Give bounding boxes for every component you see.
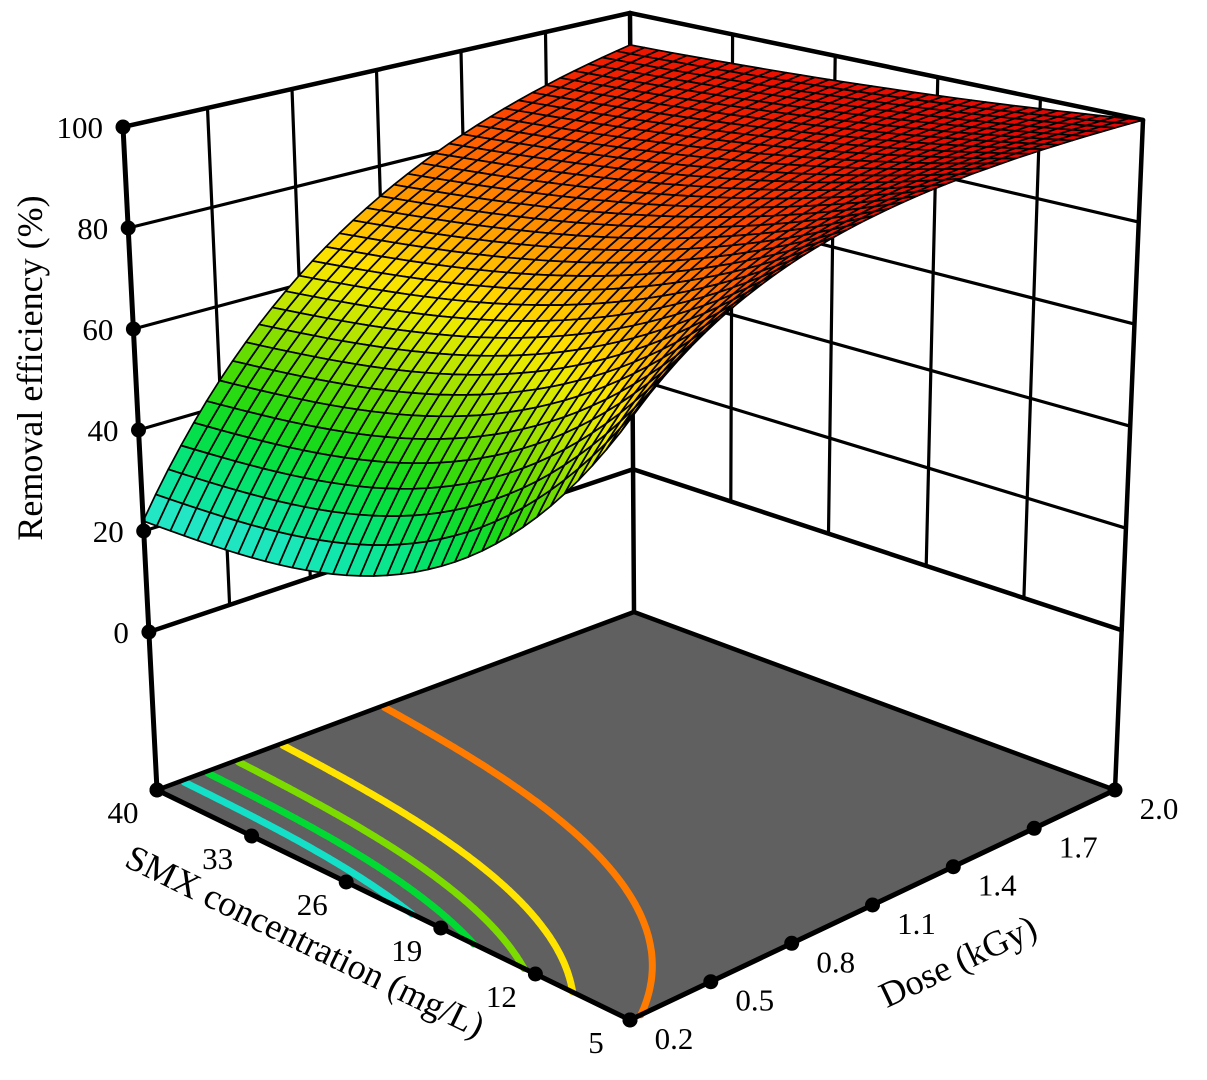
- contour-line-level-72: [380, 703, 656, 1019]
- z-tick-label: 60: [82, 312, 113, 347]
- smx-tick-label: 5: [588, 1025, 604, 1060]
- dose-tick-label: 2.0: [1140, 791, 1179, 826]
- smx-tick-label: 12: [486, 979, 517, 1014]
- contour-line-level-55: [279, 741, 577, 996]
- z-axis-title: Removal efficiency (%): [10, 195, 50, 540]
- dose-tick-label: 1.1: [897, 906, 936, 941]
- z-tick-label: 0: [113, 615, 129, 650]
- contour-line-level-45: [235, 758, 528, 972]
- dose-tick-label: 0.5: [735, 983, 774, 1018]
- dose-tick-label: 0.8: [816, 944, 855, 979]
- tick-dots: [115, 119, 1123, 1028]
- smx-tick-label: 40: [108, 795, 139, 830]
- surface-mesh: [142, 44, 1144, 577]
- z-tick-label: 40: [88, 413, 119, 448]
- z-tick-label: 20: [93, 514, 124, 549]
- smx-tick-label: 19: [391, 933, 422, 968]
- dose-tick-label: 1.4: [978, 868, 1017, 903]
- z-tick-label: 80: [77, 211, 108, 246]
- smx-tick-label: 26: [297, 887, 328, 922]
- dose-tick-label: 1.7: [1059, 829, 1098, 864]
- contour-line-level-37: [204, 769, 478, 948]
- z-tick-label: 100: [57, 110, 104, 145]
- floor-contour-lines: [180, 703, 656, 1019]
- dose-tick-label: 0.2: [655, 1021, 694, 1056]
- smx-tick-label: 33: [202, 841, 233, 876]
- contour-line-level-30: [180, 778, 416, 918]
